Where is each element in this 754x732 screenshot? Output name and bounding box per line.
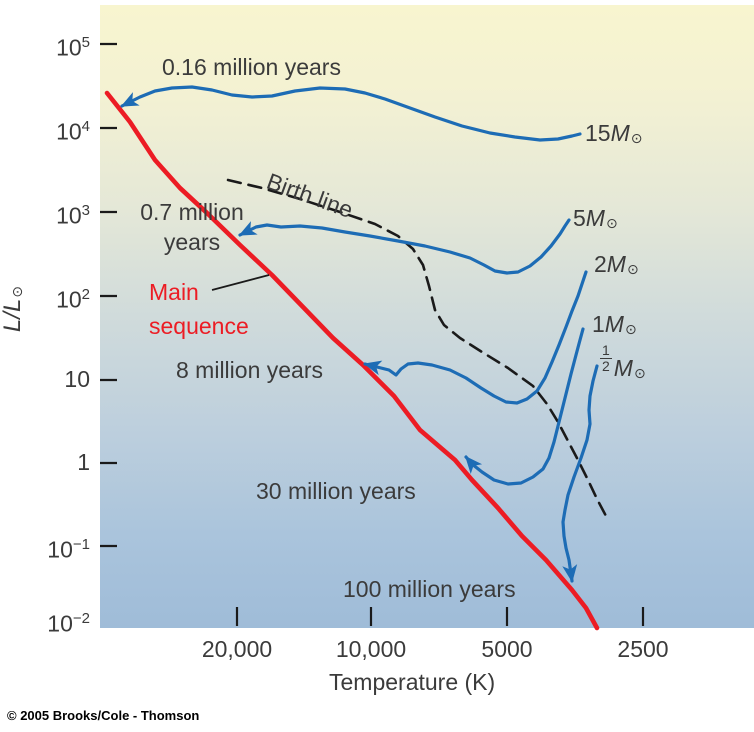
y-tick-label: 105	[56, 34, 90, 61]
series-track-05	[561, 364, 599, 583]
series-track-5	[238, 218, 571, 275]
x-axis-label: Temperature (K)	[329, 669, 496, 695]
mass-label-5msun: 5M⊙	[573, 205, 618, 231]
x-tick-label: 20,000	[201, 636, 273, 662]
plot-area	[100, 5, 754, 628]
series-track-15	[120, 85, 582, 142]
y-tick-label: 1	[77, 449, 90, 475]
y-tick-label: 104	[56, 118, 90, 145]
series-main-sequence	[104, 90, 600, 631]
series-track-1	[464, 327, 585, 486]
y-tick-label: 10−2	[47, 610, 90, 637]
annotation-07-million-years: 0.7 million years	[140, 199, 244, 255]
series-track-2	[363, 270, 588, 405]
sun-symbol-icon: ⊙	[630, 130, 643, 146]
y-tick-label: 10	[64, 366, 90, 392]
series-birth-line	[226, 178, 608, 518]
mass-label-15msun: 15M⊙	[585, 120, 643, 146]
sun-symbol-icon: ⊙	[605, 215, 618, 231]
mass-label-2msun: 2M⊙	[594, 251, 639, 277]
x-tick-label: 5000	[481, 636, 533, 662]
x-tick-label: 2500	[617, 636, 669, 662]
mass-label-half-msun: 1 2 M⊙	[600, 342, 646, 381]
x-tick-label: 10,000	[335, 636, 407, 662]
annotation-016-million-years: 0.16 million years	[162, 54, 341, 80]
annotation-8-million-years: 8 million years	[176, 357, 323, 383]
sun-symbol-icon: ⊙	[626, 261, 639, 277]
annotation-30-million-years: 30 million years	[256, 478, 416, 504]
y-tick-label: 103	[56, 202, 90, 229]
mass-label-1msun: 1M⊙	[592, 311, 637, 337]
main-sequence-pointer-line	[211, 274, 270, 291]
sun-symbol-icon: ⊙	[633, 365, 646, 381]
sun-symbol-icon: ⊙	[624, 321, 637, 337]
annotation-main-sequence: Main sequence	[149, 279, 249, 339]
y-tick-label: 10−1	[47, 536, 90, 563]
copyright-text: © 2005 Brooks/Cole - Thomson	[7, 708, 200, 723]
y-tick-label: 102	[56, 286, 90, 313]
annotation-100-million-years: 100 million years	[343, 576, 516, 602]
